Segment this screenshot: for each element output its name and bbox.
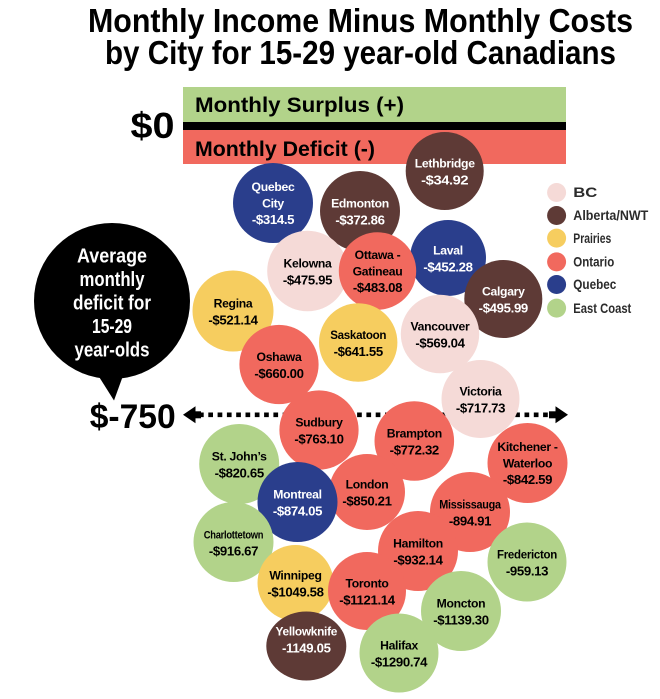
svg-text:15-29: 15-29 — [92, 316, 132, 338]
svg-text:-$1049.58: -$1049.58 — [267, 584, 323, 599]
svg-text:Oshawa: Oshawa — [257, 350, 302, 364]
svg-text:-$1121.14: -$1121.14 — [339, 592, 396, 607]
svg-text:Monthly Deficit (-): Monthly Deficit (-) — [195, 138, 375, 161]
svg-text:-1149.05: -1149.05 — [282, 641, 331, 656]
svg-text:Monthly Income Minus Monthly C: Monthly Income Minus Monthly Costs — [88, 2, 633, 39]
svg-text:-$475.95: -$475.95 — [283, 272, 332, 287]
svg-text:Quebec: Quebec — [573, 277, 616, 292]
svg-text:Vancouver: Vancouver — [411, 320, 471, 334]
svg-text:City: City — [262, 197, 284, 211]
svg-text:-$521.14: -$521.14 — [208, 312, 258, 327]
svg-text:-$763.10: -$763.10 — [294, 431, 343, 446]
svg-text:Moncton: Moncton — [437, 597, 486, 611]
svg-text:-894.91: -894.91 — [449, 513, 491, 528]
svg-text:Montreal: Montreal — [273, 488, 321, 502]
svg-text:-$1290.74: -$1290.74 — [371, 654, 428, 669]
svg-text:-$850.21: -$850.21 — [342, 493, 391, 508]
svg-text:BC: BC — [573, 185, 597, 200]
svg-text:Sudbury: Sudbury — [295, 416, 343, 430]
svg-text:Laval: Laval — [433, 244, 463, 258]
svg-text:Halifax: Halifax — [380, 639, 418, 653]
svg-text:Calgary: Calgary — [482, 285, 525, 299]
svg-text:-$495.99: -$495.99 — [479, 300, 528, 315]
svg-text:Charlottetown: Charlottetown — [204, 530, 264, 542]
svg-text:-$820.65: -$820.65 — [215, 465, 264, 480]
svg-text:-$483.08: -$483.08 — [353, 280, 402, 295]
svg-text:Saskatoon: Saskatoon — [330, 328, 386, 342]
svg-text:Quebec: Quebec — [252, 180, 295, 194]
svg-text:Lethbridge: Lethbridge — [415, 157, 475, 171]
svg-text:Brampton: Brampton — [387, 427, 442, 441]
svg-text:Yellowknife: Yellowknife — [276, 625, 338, 639]
svg-text:-$372.86: -$372.86 — [335, 212, 384, 227]
svg-text:Alberta/NWT: Alberta/NWT — [573, 208, 649, 223]
svg-text:Ontario: Ontario — [573, 255, 614, 270]
svg-text:Regina: Regina — [214, 297, 253, 311]
svg-text:deficit for: deficit for — [73, 293, 151, 315]
svg-text:-$660.00: -$660.00 — [254, 366, 303, 381]
svg-text:Prairies: Prairies — [573, 231, 611, 246]
svg-text:by City for 15-29 year-old Can: by City for 15-29 year-old Canadians — [105, 34, 616, 71]
svg-text:-$452.28: -$452.28 — [423, 259, 472, 274]
svg-text:monthly: monthly — [80, 269, 146, 291]
svg-text:London: London — [346, 478, 389, 492]
svg-text:year-olds: year-olds — [75, 340, 150, 362]
svg-text:-$34.92: -$34.92 — [421, 172, 468, 187]
svg-text:Kitchener -: Kitchener - — [497, 440, 558, 454]
svg-text:-$772.32: -$772.32 — [390, 442, 439, 457]
svg-text:Edmonton: Edmonton — [331, 197, 389, 211]
svg-text:Hamilton: Hamilton — [393, 537, 443, 551]
svg-text:Gatineau: Gatineau — [353, 265, 403, 279]
svg-text:-$932.14: -$932.14 — [393, 552, 443, 567]
svg-text:Monthly Surplus (+): Monthly Surplus (+) — [195, 94, 404, 117]
svg-text:Winnipeg: Winnipeg — [269, 569, 321, 583]
svg-text:Mississauga: Mississauga — [439, 498, 501, 512]
svg-text:East Coast: East Coast — [573, 301, 631, 316]
svg-text:$-750: $-750 — [90, 398, 176, 436]
svg-text:-$569.04: -$569.04 — [415, 335, 465, 350]
svg-text:-$717.73: -$717.73 — [456, 400, 505, 415]
svg-text:-$842.59: -$842.59 — [503, 472, 552, 487]
svg-text:Average: Average — [77, 246, 147, 268]
svg-text:Fredericton: Fredericton — [497, 548, 557, 562]
svg-text:Victoria: Victoria — [459, 385, 502, 399]
svg-text:-$641.55: -$641.55 — [334, 344, 383, 359]
svg-text:$0: $0 — [131, 105, 175, 146]
svg-text:-$874.05: -$874.05 — [273, 503, 322, 518]
svg-text:Waterloo: Waterloo — [503, 457, 552, 471]
svg-text:St. John’s: St. John’s — [212, 450, 267, 464]
svg-text:Toronto: Toronto — [345, 577, 388, 591]
svg-text:-959.13: -959.13 — [506, 563, 548, 578]
svg-text:-$916.67: -$916.67 — [209, 543, 258, 558]
svg-text:Kelowna: Kelowna — [283, 257, 332, 271]
svg-text:Ottawa -: Ottawa - — [355, 248, 401, 262]
svg-text:-$1139.30: -$1139.30 — [433, 612, 489, 627]
svg-text:-$314.5: -$314.5 — [252, 212, 294, 227]
